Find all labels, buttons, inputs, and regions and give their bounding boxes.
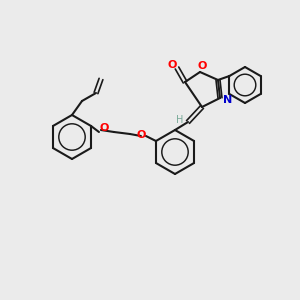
Text: O: O [136, 130, 146, 140]
Text: N: N [224, 95, 232, 105]
Text: H: H [176, 115, 184, 125]
Text: O: O [197, 61, 207, 71]
Text: O: O [167, 60, 177, 70]
Text: O: O [99, 123, 109, 133]
